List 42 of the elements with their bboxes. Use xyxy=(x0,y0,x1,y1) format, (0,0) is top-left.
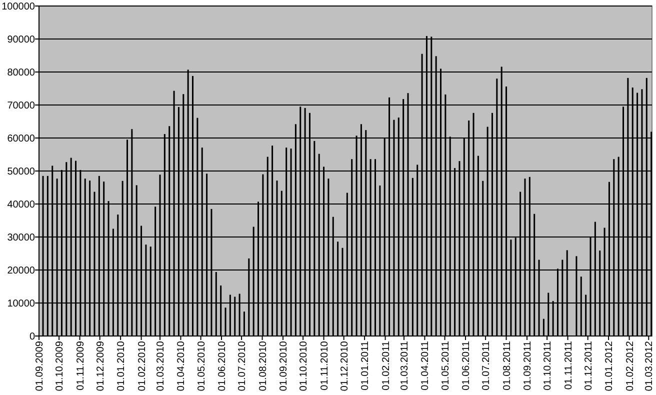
x-tick-label: 01.09.2010 xyxy=(278,340,290,392)
y-tick-label: 10000 xyxy=(7,298,36,310)
x-tick-label: 01.02.2010 xyxy=(136,340,148,392)
x-tick-label: 01.06.2011 xyxy=(460,340,472,390)
x-tick-label: 01.06.2010 xyxy=(216,340,228,392)
x-tick-label: 01.03.2011 xyxy=(399,340,410,390)
x-tick-label: 01.08.2011 xyxy=(502,340,513,390)
y-tick-label: 60000 xyxy=(7,134,36,144)
x-tick-label: 01.08.2010 xyxy=(258,340,269,392)
x-tick-label: 01.12.2010 xyxy=(339,340,350,392)
x-tick-label: 01.10.2011 xyxy=(542,340,554,390)
x-tick-label: 01.09.2009 xyxy=(34,340,46,392)
y-tick-label: 50000 xyxy=(7,166,36,178)
y-tick-label: 70000 xyxy=(7,100,36,112)
x-tick-label: 01.01.2010 xyxy=(116,340,128,392)
x-tick-label: 01.11.2010 xyxy=(319,340,330,390)
x-tick-label: 01.07.2011 xyxy=(481,340,492,390)
y-tick-label: 40000 xyxy=(7,200,36,210)
x-tick-label: 01.01.2012 xyxy=(604,340,616,392)
y-tick-label: 90000 xyxy=(7,34,36,46)
y-tick-label: 80000 xyxy=(7,68,36,78)
x-tick-label: 01.02.2012 xyxy=(624,340,636,392)
x-tick-label: 01.05.2010 xyxy=(196,340,208,392)
y-tick-label: 20000 xyxy=(7,266,36,276)
x-tick-label: 01.11.2009 xyxy=(75,340,86,390)
x-tick-label: 01.05.2011 xyxy=(440,340,452,390)
x-tick-label: 01.10.2010 xyxy=(298,340,310,392)
x-tick-label: 01.10.2009 xyxy=(54,340,66,392)
y-tick-label: 0 xyxy=(29,332,36,342)
x-tick-label: 01.12.2011 xyxy=(583,340,594,390)
x-tick-label: 01.12.2009 xyxy=(95,340,106,392)
y-tick-label: 30000 xyxy=(7,232,36,244)
x-tick-label: 01.04.2011 xyxy=(420,340,432,390)
y-tick-label: 100000 xyxy=(2,2,36,12)
x-tick-label: 01.07.2010 xyxy=(237,340,248,392)
x-tick-label: 01.09.2011 xyxy=(522,340,534,390)
x-tick-label: 01.01.2011 xyxy=(360,340,372,390)
x-tick-label: 01.03.2012 xyxy=(644,340,656,392)
x-tick-label: 01.03.2010 xyxy=(155,340,166,392)
x-tick-label: 01.04.2010 xyxy=(176,340,188,392)
x-tick-label: 01.02.2011 xyxy=(380,340,392,390)
x-tick-label: 01.11.2011 xyxy=(563,340,574,390)
